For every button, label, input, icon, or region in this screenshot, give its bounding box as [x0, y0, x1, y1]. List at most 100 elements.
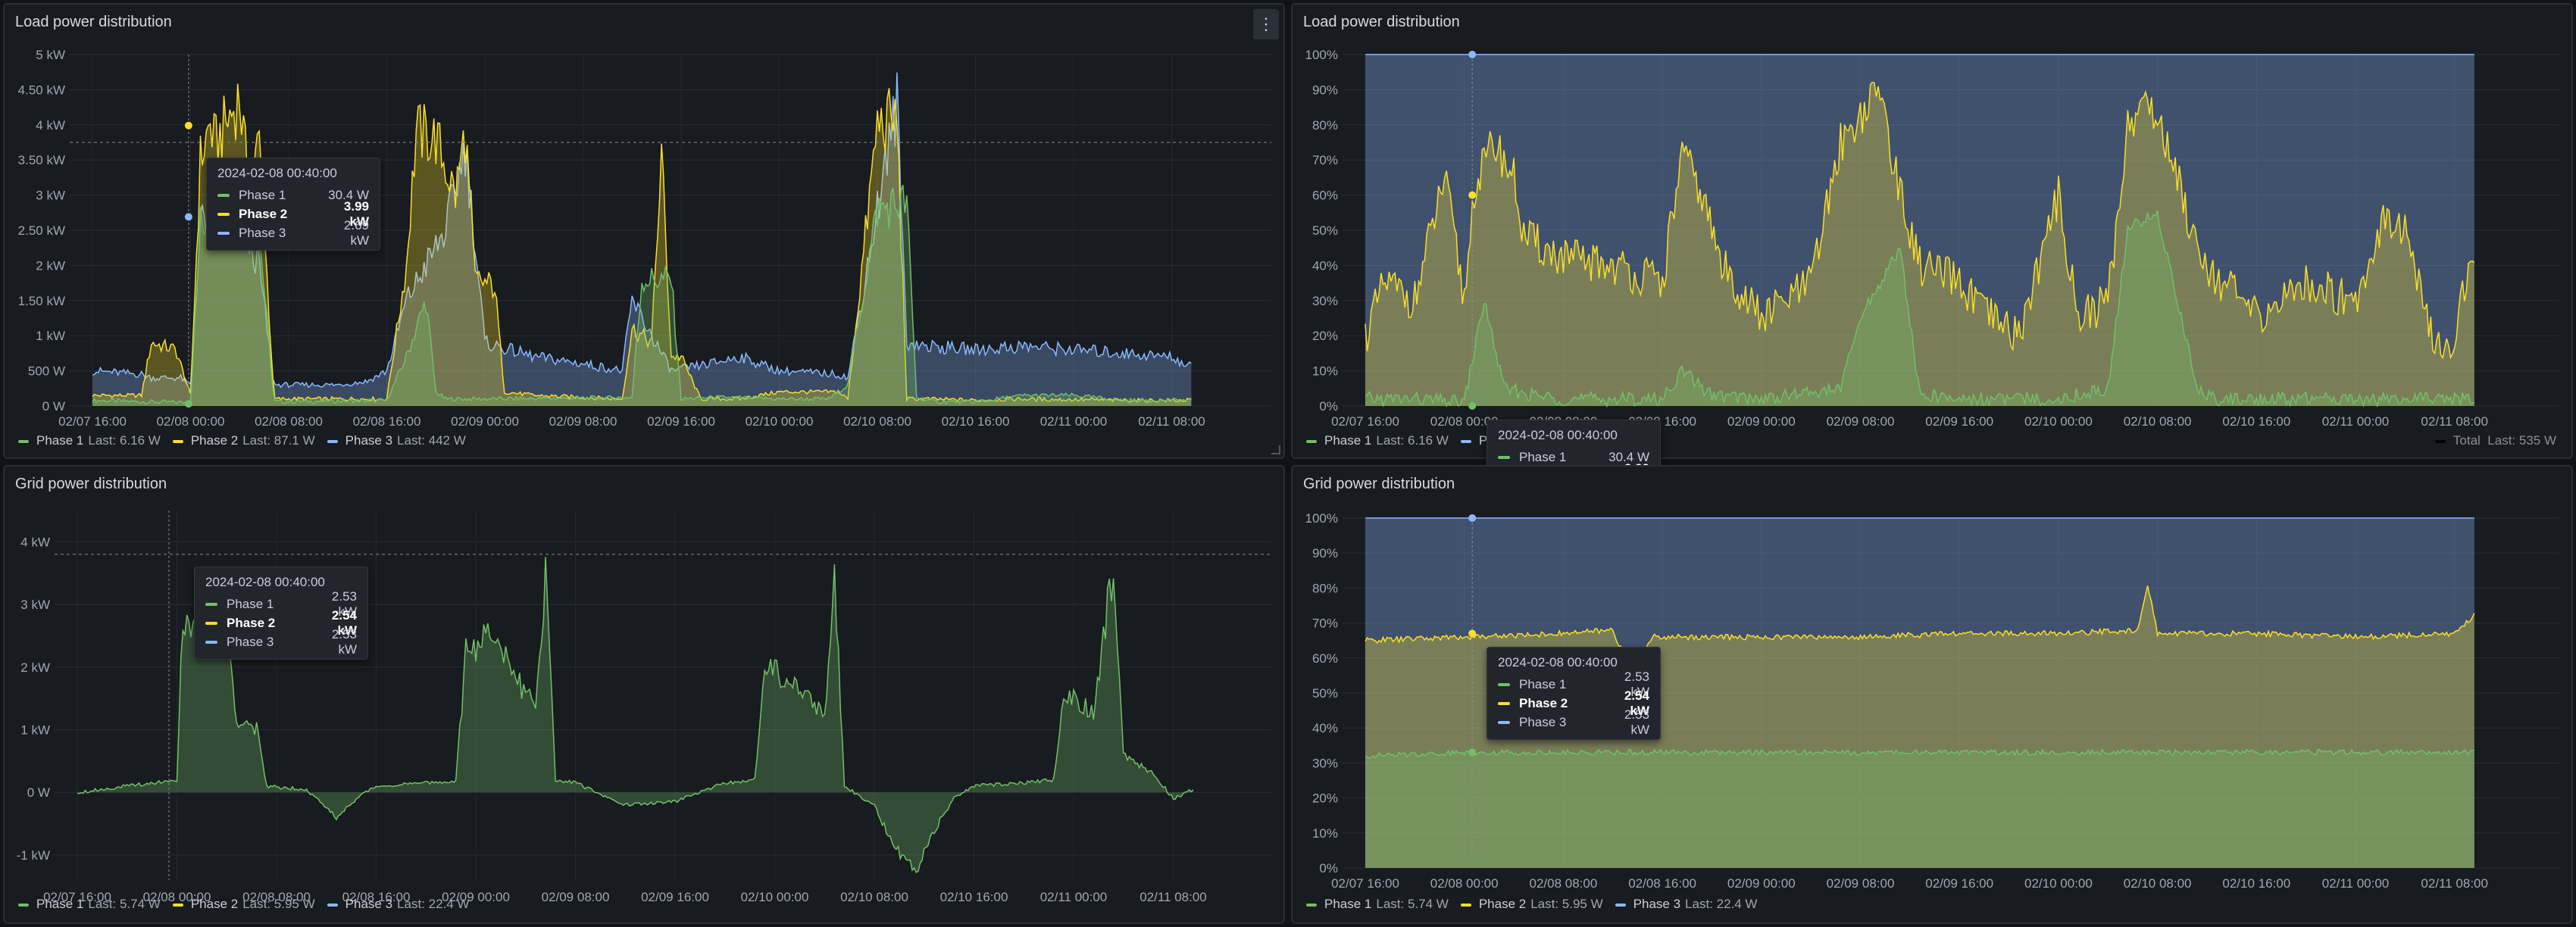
y-tick-label: 4 kW — [20, 535, 50, 549]
legend-item[interactable]: Phase 3 Last: 22.4 W — [1615, 897, 1757, 912]
x-tick-label: 02/10 16:00 — [940, 890, 1008, 904]
legend-last: Last: 87.1 W — [242, 433, 315, 448]
legend-item[interactable]: Phase 1 Last: 5.74 W — [18, 897, 161, 912]
x-tick-label: 02/09 16:00 — [641, 890, 709, 904]
tooltip-swatch — [217, 231, 230, 235]
x-tick-label: 02/10 00:00 — [2024, 414, 2093, 429]
legend-swatch — [18, 439, 29, 443]
panel-grid-power-pct: Grid power distribution 0% 10% 20% 30% 40% 50… — [1291, 465, 2573, 924]
y-tick-label: 4.50 kW — [18, 83, 65, 97]
tooltip-name: Phase 3 — [1519, 714, 1567, 729]
y-tick-label: 70% — [1312, 616, 1338, 631]
hover-point — [184, 121, 192, 130]
legend-name: Phase 3 — [1633, 897, 1681, 911]
x-tick-label: 02/10 08:00 — [843, 414, 911, 429]
x-tick-label: 02/09 00:00 — [442, 890, 510, 904]
y-tick-label: 90% — [1312, 546, 1338, 560]
x-tick-label: 02/08 16:00 — [342, 890, 411, 904]
series-line — [92, 184, 1192, 405]
tooltip-swatch — [205, 602, 217, 606]
legend-item[interactable]: Phase 1 Last: 5.74 W — [1306, 897, 1449, 912]
legend-swatch — [327, 903, 338, 907]
y-tick-label: 1.50 kW — [18, 294, 65, 308]
tooltip-row: Phase 3 2.53 kW — [1498, 707, 1649, 737]
tooltip-row: Phase 3 2.69 kW — [217, 218, 369, 248]
legend-item[interactable]: Phase 3 Last: 22.4 W — [327, 897, 469, 912]
tooltip-row: Phase 2 2.54 kW — [1498, 688, 1649, 718]
tooltip-row: Phase 3 2.53 kW — [205, 627, 357, 657]
series-area — [1365, 749, 2474, 868]
tooltip-swatch — [217, 212, 230, 216]
legend-last: Last: 442 W — [397, 433, 466, 448]
legend: Phase 1 Last: 6.16 W Phase 2 Last: 87.1 W Ph… — [18, 433, 478, 448]
panel-menu-icon[interactable]: ⋮ — [1253, 9, 1279, 39]
x-tick-label: 02/10 00:00 — [741, 890, 809, 904]
panel-load-power-abs: Load power distribution ⋮ 0 W 500 W 1 kW 1.… — [3, 3, 1285, 459]
panel-title[interactable]: Load power distribution — [1303, 14, 1460, 30]
x-tick-label: 02/09 08:00 — [1827, 876, 1895, 891]
hover-point — [1468, 514, 1477, 522]
panel-title[interactable]: Grid power distribution — [1303, 476, 1455, 492]
x-tick-label: 02/11 00:00 — [1040, 890, 1108, 904]
chart-plot-3[interactable]: 0% 10% 20% 30% 40% 50% 60% 70% 80% 90% 100% 02/07 1… — [1293, 467, 2574, 925]
x-tick-label: 02/10 08:00 — [2124, 876, 2192, 891]
tooltip-row: Phase 2 3.99 kW — [217, 199, 369, 229]
chart-plot-1[interactable]: 0% 10% 20% 30% 40% 50% 60% 70% 80% 90% 100% 02/07 1… — [1293, 5, 2574, 460]
series-area — [92, 83, 1192, 406]
tooltip-value: 2.53 kW — [1624, 707, 1649, 737]
series-line — [92, 72, 1192, 389]
tooltip-swatch — [1498, 682, 1510, 686]
hover-point — [184, 400, 192, 408]
y-tick-label: 30% — [1312, 756, 1338, 770]
legend-item[interactable]: Phase 2 Last: 87.1 W — [172, 433, 315, 448]
y-tick-label: 80% — [1312, 581, 1338, 595]
legend-item[interactable]: Phase 3 Last: 442 W — [327, 433, 466, 448]
resize-handle[interactable] — [1271, 445, 1280, 454]
hover-point — [184, 213, 192, 221]
hover-point — [1468, 51, 1477, 58]
panel-title[interactable]: Load power distribution — [15, 14, 172, 30]
tooltip-time: 2024-02-08 00:40:00 — [1498, 428, 1618, 442]
legend-last: Last: 5.74 W — [1376, 897, 1449, 911]
legend-total: Total Last: 535 W — [2434, 433, 2556, 448]
panel-title[interactable]: Grid power distribution — [15, 476, 167, 492]
x-tick-label: 02/09 08:00 — [1827, 414, 1895, 429]
chart-plot-2[interactable]: -1 kW 0 W 1 kW 2 kW 3 kW 4 kW 02/07 16:00 02/08… — [5, 467, 1286, 925]
legend-last: Last: 5.95 W — [242, 897, 315, 911]
legend-item[interactable]: Phase 2 Last: 5.95 W — [1460, 897, 1603, 912]
x-tick-label: 02/07 16:00 — [58, 414, 127, 429]
tooltip-time: 2024-02-08 00:40:00 — [217, 166, 337, 180]
hover-point — [1468, 629, 1477, 638]
x-tick-label: 02/10 00:00 — [746, 414, 814, 429]
legend-item[interactable]: Phase 2 Last: 5.95 W — [172, 897, 315, 912]
x-tick-label: 02/08 08:00 — [255, 414, 323, 429]
legend-last: Last: 5.74 W — [88, 897, 161, 911]
tooltip-name: Phase 2 — [1519, 695, 1568, 710]
legend-swatch — [1615, 903, 1626, 907]
legend-name: Phase 3 — [345, 897, 393, 911]
x-tick-label: 02/11 00:00 — [1040, 414, 1108, 429]
x-tick-label: 02/09 08:00 — [542, 890, 610, 904]
legend-last: Last: 6.16 W — [88, 433, 161, 448]
legend-item[interactable]: Phase 1 Last: 6.16 W — [18, 433, 161, 448]
y-tick-label: 10% — [1312, 364, 1338, 379]
legend-swatch — [1306, 439, 1317, 443]
tooltip-row: Phase 1 2.53 kW — [205, 589, 357, 619]
legend-last: Last: 5.95 W — [1530, 897, 1603, 911]
x-tick-label: 02/08 16:00 — [353, 414, 421, 429]
tooltip-value: 30.4 W — [1608, 449, 1649, 464]
y-tick-label: 10% — [1312, 826, 1338, 841]
tooltip-value: 2.69 kW — [343, 217, 369, 248]
y-tick-label: 0 W — [27, 785, 50, 800]
y-tick-label: 500 W — [28, 364, 65, 379]
tooltip-swatch — [1498, 455, 1510, 459]
tooltip-name: Phase 1 — [227, 596, 274, 611]
legend-item[interactable]: Phase 1 Last: 6.16 W — [1306, 433, 1449, 448]
legend-name: Phase 2 — [190, 433, 239, 448]
x-tick-label: 02/11 08:00 — [1140, 890, 1207, 904]
chart-plot-0[interactable]: 0 W 500 W 1 kW 1.50 kW 2 kW 2.50 kW 3 kW 3.50 k… — [5, 5, 1286, 460]
legend-swatch — [1460, 903, 1471, 907]
y-tick-label: 100% — [1305, 48, 1338, 62]
y-tick-label: 4 kW — [36, 118, 65, 133]
tooltip-time: 2024-02-08 00:40:00 — [1498, 655, 1618, 670]
